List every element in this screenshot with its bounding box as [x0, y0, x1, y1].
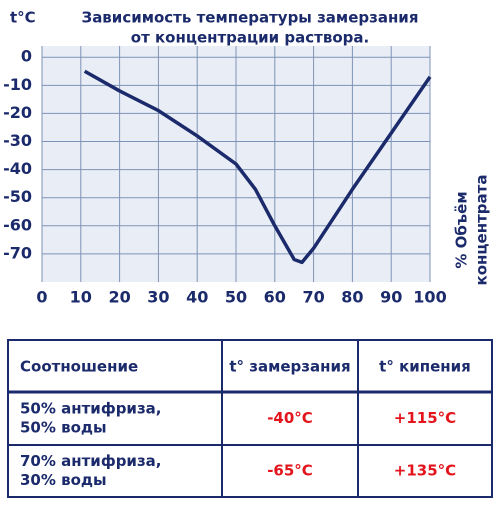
table-cell: 50% антифриза, — [20, 400, 161, 418]
x-tick-label: 100 — [413, 288, 446, 307]
y-tick-label: -10 — [3, 75, 32, 94]
table-header: Соотношение — [20, 358, 138, 376]
x-axis-label: % Объём — [453, 191, 471, 268]
data-line — [83, 69, 432, 265]
y-tick-label: -60 — [3, 215, 32, 234]
table-cell: -40°C — [267, 409, 313, 427]
y-tick-label: -30 — [3, 131, 32, 150]
chart-title: от концентрации раствора. — [131, 29, 369, 47]
x-tick-label: 70 — [302, 288, 324, 307]
y-axis-label: t°C — [10, 9, 36, 27]
chart-title: Зависимость температуры замерзания — [82, 9, 419, 27]
x-tick-label: 40 — [186, 288, 208, 307]
table-cell: +135°C — [394, 462, 456, 480]
x-tick-label: 20 — [108, 288, 130, 307]
table-header: t° замерзания — [229, 358, 350, 376]
x-axis-label: концентрата — [473, 175, 491, 286]
table-header: t° кипения — [379, 358, 471, 376]
table-cell: 30% воды — [20, 471, 107, 489]
x-tick-label: 30 — [147, 288, 169, 307]
x-tick-label: 50 — [225, 288, 247, 307]
table-cell: -65°C — [267, 462, 313, 480]
y-tick-label: 0 — [21, 47, 32, 66]
x-tick-label: 90 — [380, 288, 402, 307]
y-tick-label: -70 — [3, 243, 32, 262]
y-tick-label: -20 — [3, 103, 32, 122]
x-tick-label: 60 — [264, 288, 286, 307]
y-tick-label: -40 — [3, 159, 32, 178]
y-tick-label: -50 — [3, 187, 32, 206]
x-tick-label: 80 — [341, 288, 363, 307]
table-cell: +115°C — [394, 409, 456, 427]
table: Соотношение t° замерзания t° кипения 50% ан… — [7, 339, 493, 498]
x-tick-label: 10 — [70, 288, 92, 307]
table-cell: 70% антифриза, — [20, 452, 161, 470]
table-cell: 50% воды — [20, 419, 107, 437]
x-tick-label: 0 — [36, 288, 47, 307]
